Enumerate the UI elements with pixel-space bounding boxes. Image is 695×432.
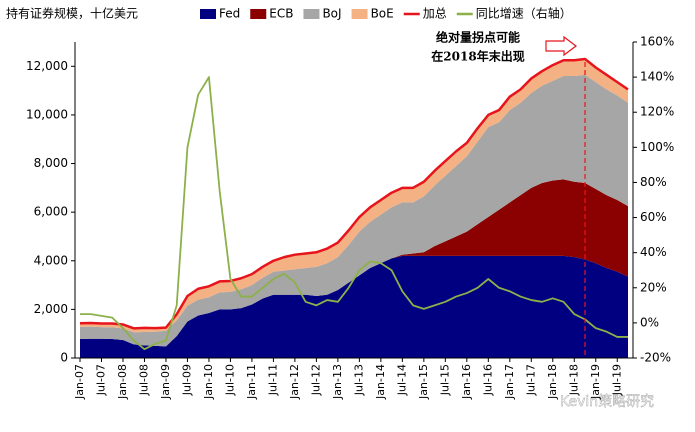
y-tick-label: 12,000 bbox=[26, 59, 68, 73]
x-tick-label: Jan-16 bbox=[460, 364, 473, 400]
x-tick-label: Jul-09 bbox=[180, 364, 193, 396]
x-tick-label: Jan-08 bbox=[116, 364, 129, 400]
y-tick-label: 0 bbox=[60, 351, 68, 365]
x-tick-label: Jul-10 bbox=[223, 364, 236, 396]
area bbox=[80, 179, 628, 347]
area bbox=[80, 74, 628, 347]
x-tick-label: Jan-07 bbox=[73, 364, 86, 400]
legend-label: ECB bbox=[269, 7, 293, 21]
legend-swatch bbox=[303, 9, 320, 19]
chart-title: 持有证券规模，十亿美元 bbox=[6, 6, 138, 21]
watermark: Kevin策略研究 bbox=[560, 393, 654, 410]
legend-swatch bbox=[351, 9, 368, 19]
line bbox=[80, 76, 628, 351]
x-tick-label: Jul-18 bbox=[567, 364, 580, 396]
legend-label: Fed bbox=[219, 7, 240, 21]
y2-tick-label: 140% bbox=[640, 70, 674, 84]
y2-tick-label: -20% bbox=[640, 351, 671, 365]
x-tick-label: Jan-11 bbox=[245, 364, 258, 400]
legend-label: 加总 bbox=[423, 7, 447, 21]
legend-label: 同比增速（右轴） bbox=[476, 6, 572, 21]
legend-label: BoE bbox=[371, 7, 394, 21]
y2-tick-label: 100% bbox=[640, 140, 674, 154]
annotation: 在2018年末出现 bbox=[431, 49, 524, 64]
x-tick-label: Jul-07 bbox=[94, 364, 107, 396]
x-tick-label: Jan-13 bbox=[331, 364, 344, 400]
legend-label: BoJ bbox=[322, 7, 341, 21]
x-tick-label: Jan-19 bbox=[589, 364, 602, 400]
x-tick-label: Jul-14 bbox=[395, 364, 408, 396]
y-tick-label: 8,000 bbox=[34, 156, 68, 170]
y2-tick-label: 120% bbox=[640, 105, 674, 119]
y2-tick-label: 40% bbox=[640, 245, 667, 259]
x-tick-label: Jul-11 bbox=[266, 364, 279, 396]
x-tick-label: Jan-14 bbox=[374, 364, 387, 400]
y-tick-label: 10,000 bbox=[26, 107, 68, 121]
legend-swatch bbox=[200, 9, 216, 19]
y2-tick-label: 60% bbox=[640, 210, 667, 224]
x-tick-label: Jan-12 bbox=[288, 364, 301, 400]
x-tick-label: Jan-10 bbox=[202, 364, 215, 400]
x-tick-label: Jul-08 bbox=[137, 364, 150, 396]
y2-tick-label: 80% bbox=[640, 175, 667, 189]
x-tick-label: Jan-09 bbox=[159, 364, 172, 400]
x-tick-label: Jul-19 bbox=[610, 364, 623, 396]
x-tick-label: Jul-15 bbox=[438, 364, 451, 396]
y-tick-label: 2,000 bbox=[34, 302, 68, 316]
x-tick-label: Jul-16 bbox=[481, 364, 494, 396]
x-tick-label: Jan-15 bbox=[417, 364, 430, 400]
y2-tick-label: 20% bbox=[640, 280, 667, 294]
plot bbox=[79, 57, 629, 358]
y-tick-label: 4,000 bbox=[34, 253, 68, 267]
x-tick-label: Jan-17 bbox=[503, 364, 516, 400]
y2-tick-label: 160% bbox=[640, 35, 674, 49]
x-tick-label: Jul-13 bbox=[352, 364, 365, 396]
arrow bbox=[545, 35, 577, 57]
legend-swatch bbox=[250, 9, 267, 19]
y-tick-label: 6,000 bbox=[34, 205, 68, 219]
x-tick-label: Jul-17 bbox=[524, 364, 537, 396]
x-tick-label: Jul-12 bbox=[309, 364, 322, 396]
annotation: 绝对量拐点可能 bbox=[436, 30, 520, 45]
x-tick-label: Jan-18 bbox=[546, 364, 559, 400]
y2-tick-label: 0% bbox=[640, 315, 659, 329]
